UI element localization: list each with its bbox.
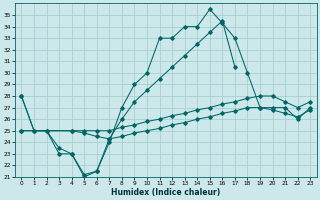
X-axis label: Humidex (Indice chaleur): Humidex (Indice chaleur) — [111, 188, 220, 197]
